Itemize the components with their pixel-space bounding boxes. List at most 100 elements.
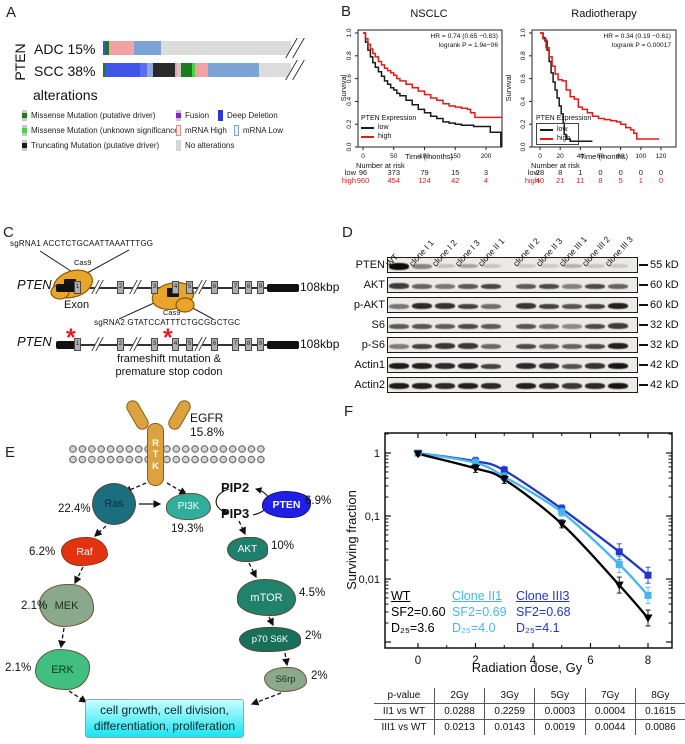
- polygon: [413, 450, 423, 459]
- path: [363, 32, 502, 119]
- exon-box: 7: [232, 338, 239, 351]
- gene-utr-bar: [56, 284, 78, 292]
- risk-row-label: low: [527, 168, 539, 177]
- blot-band: [412, 263, 432, 269]
- pi3k-label: PI3K: [177, 501, 200, 512]
- oncoprint-row-label-adc: ADC 15%: [34, 41, 96, 57]
- legend-item: Deep Deletion: [218, 109, 278, 122]
- size-label: 32 kD: [650, 319, 679, 331]
- table-cell: 0.0003: [534, 703, 586, 720]
- blot-band: [539, 343, 559, 349]
- blot-band: [412, 303, 432, 309]
- legend-swatch-icon: [22, 110, 27, 121]
- legend-item: mRNA Low: [234, 124, 283, 137]
- legend-label: mRNA Low: [243, 126, 284, 135]
- risk-value: 124: [418, 176, 431, 185]
- blot-band: [608, 264, 628, 268]
- km-nsclc-title: NSCLC: [410, 8, 448, 20]
- blot-band: [435, 343, 455, 349]
- erk-percent: 2.1%: [5, 662, 32, 674]
- text: 0.6: [346, 74, 353, 83]
- rect: [615, 548, 623, 556]
- gene-utr-bar: [267, 341, 299, 349]
- text: 60: [597, 153, 605, 160]
- swatch-inner: [22, 143, 27, 148]
- hr-line: HR = 0.74 (0.65 −0.83): [430, 33, 498, 40]
- legend-swatch-icon: [234, 125, 239, 136]
- risk-value: 79: [420, 168, 429, 177]
- blot-band: [389, 303, 409, 309]
- frameshift-caption-line1: frameshift mutation &: [117, 353, 221, 365]
- path: [266, 616, 274, 627]
- blot-band: [539, 383, 559, 389]
- text: 0: [415, 655, 421, 667]
- oncoprint-segment: [105, 41, 109, 55]
- rect: [558, 508, 566, 516]
- risk-value: 0: [598, 168, 603, 177]
- p70s6k-percent: 2%: [305, 630, 322, 642]
- km-radio-risk-title: Number at risk: [531, 161, 580, 170]
- rect: [531, 29, 677, 148]
- mtor-node: mTOR: [237, 579, 296, 616]
- logrank-line: logrank P = 0.00017: [611, 42, 671, 50]
- risk-row-label: high: [341, 176, 356, 185]
- legend-title: PTEN Expression: [536, 115, 592, 122]
- blot-band: [389, 323, 409, 329]
- s6rp-node: S6rp: [264, 667, 307, 692]
- oncoprint-segment: [195, 63, 209, 77]
- blot-band: [516, 303, 536, 309]
- text: 0.2: [346, 119, 353, 128]
- blot-band: [608, 343, 628, 349]
- size-label: 55 kD: [650, 259, 679, 271]
- blot-row-label: Actin2: [354, 379, 385, 391]
- blot-band: [585, 283, 605, 289]
- exon-box: 6: [211, 281, 218, 294]
- s6rp-label: S6rp: [275, 674, 296, 685]
- blot-band: [412, 283, 432, 289]
- path: [58, 627, 66, 649]
- exon-box: 9: [257, 338, 264, 351]
- legend-item: Fusion: [176, 109, 209, 122]
- risk-value: 373: [387, 168, 400, 177]
- size-label: 60 kD: [650, 279, 679, 291]
- exon-box: 2: [117, 338, 124, 351]
- text: 40: [577, 153, 585, 160]
- legend-ii1-sf2: SF2=0.69: [452, 605, 507, 619]
- rect: [644, 571, 652, 579]
- blot-band: [608, 363, 628, 369]
- risk-value: 21: [555, 176, 565, 185]
- path: [74, 566, 84, 585]
- blot-row-label: S6: [371, 319, 385, 331]
- blot-band: [481, 264, 501, 268]
- km-nsclc-risk-title: Number at risk: [356, 161, 405, 170]
- polygon: [557, 520, 567, 529]
- erk-node: ERK: [35, 649, 90, 690]
- blot-band: [585, 363, 605, 369]
- pathway-arrows: [58, 482, 290, 706]
- risk-value: 28: [535, 168, 545, 177]
- blot-band: [458, 363, 478, 369]
- legend-item: Truncating Mutation (putative driver): [22, 139, 159, 152]
- blot-strip-p-S6: [387, 337, 638, 353]
- blot-row-label: PTEN: [355, 259, 385, 271]
- blot-band: [458, 383, 478, 389]
- blot-band: [585, 303, 605, 309]
- risk-row-label: low: [344, 168, 356, 177]
- legend-swatch-icon: [218, 110, 223, 121]
- exon-box: 5: [186, 281, 193, 294]
- legend-label: No alterations: [185, 141, 235, 150]
- legend-label: Deep Deletion: [227, 111, 278, 120]
- blot-row-label: p-S6: [361, 339, 385, 351]
- blot-band: [389, 283, 409, 289]
- blot-band: [389, 363, 409, 369]
- blot-band: [481, 383, 501, 389]
- km-nsclc-legend: PTEN Expression low high: [361, 115, 416, 141]
- text: 1.0: [520, 28, 527, 37]
- sgrna1-sequence: sgRNA1 ACCTCTGCAATTAAATTTGG: [10, 239, 154, 248]
- ras-node: Ras: [92, 483, 136, 525]
- exon-box: 4: [172, 281, 179, 294]
- pathway-result-box: cell growth, cell division, differentiat…: [85, 699, 244, 738]
- blot-band: [562, 323, 582, 329]
- rect: [644, 591, 652, 599]
